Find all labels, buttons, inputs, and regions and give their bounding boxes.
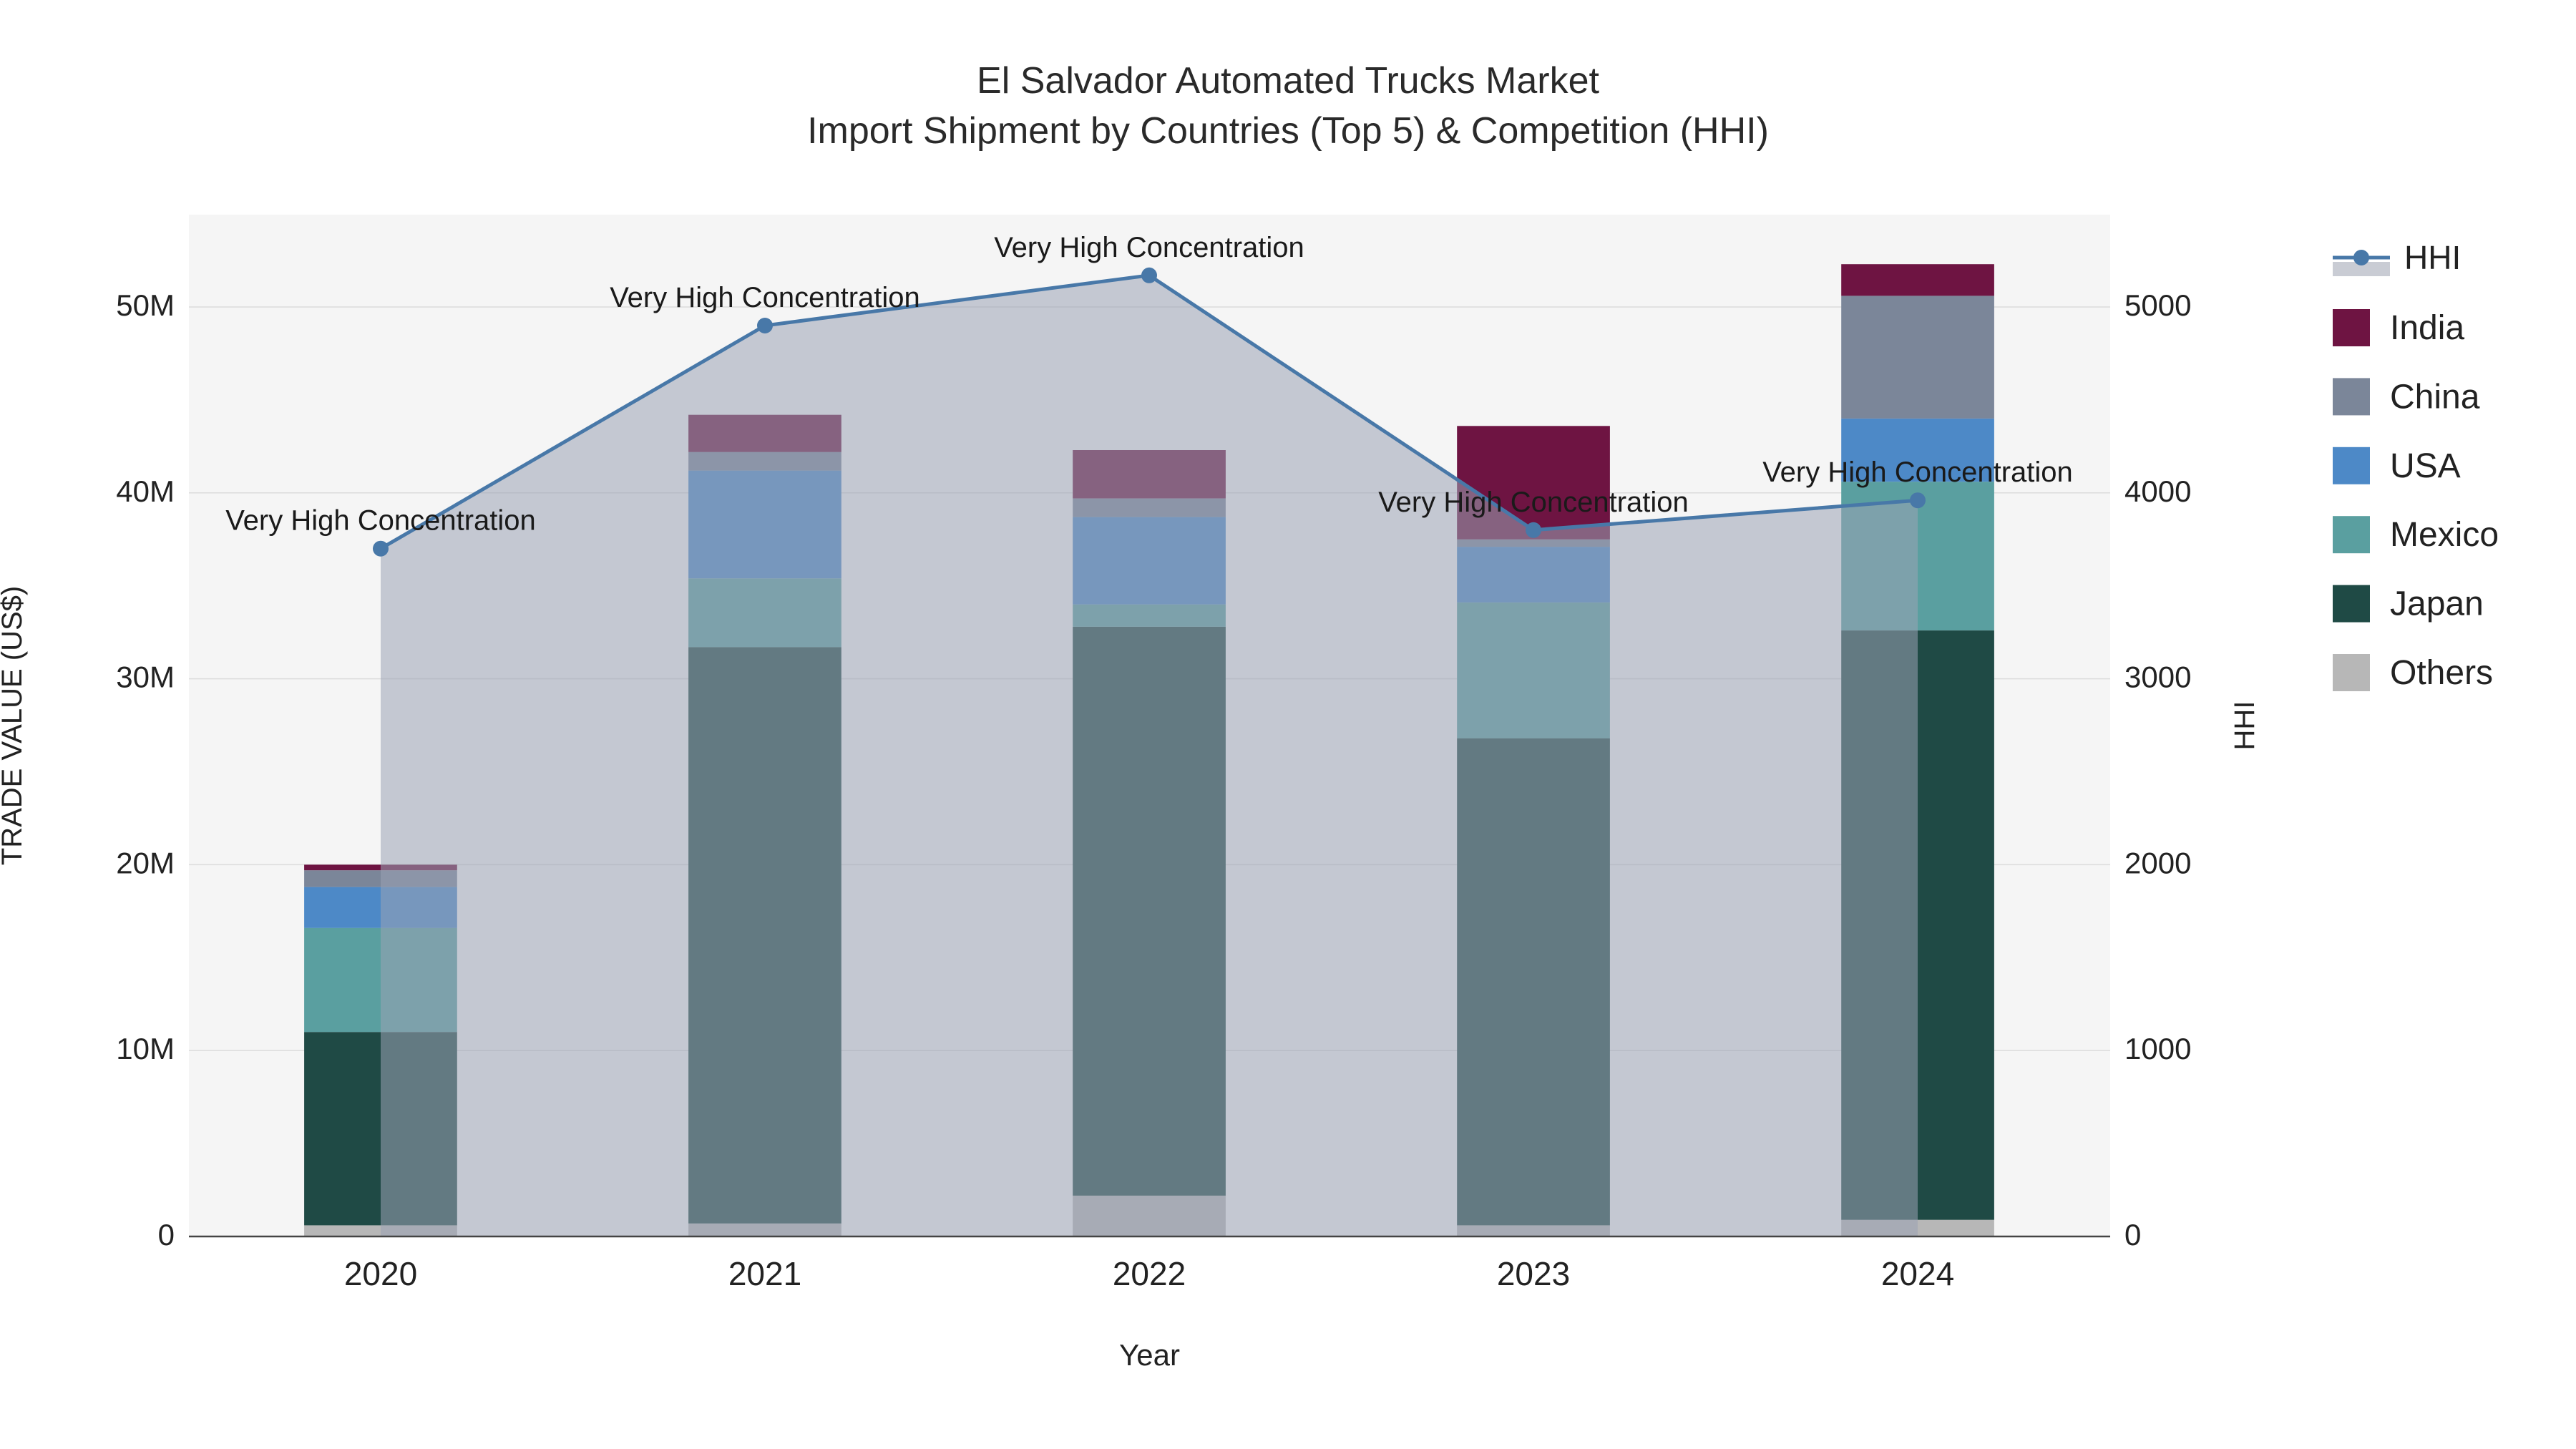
svg-text:HHI: HHI [2404,239,2461,276]
svg-text:0: 0 [158,1218,175,1252]
svg-text:1000: 1000 [2124,1032,2191,1065]
svg-text:USA: USA [2390,447,2461,485]
svg-text:20M: 20M [116,846,175,879]
svg-text:TRADE VALUE (US$): TRADE VALUE (US$) [0,586,28,865]
svg-text:HHI: HHI [2229,701,2260,751]
svg-text:5000: 5000 [2124,288,2191,322]
svg-text:Mexico: Mexico [2390,516,2499,554]
svg-text:2000: 2000 [2124,846,2191,879]
svg-text:0: 0 [2124,1218,2141,1252]
svg-text:10M: 10M [116,1032,175,1065]
svg-text:Year: Year [1119,1338,1180,1372]
svg-text:30M: 30M [116,660,175,694]
svg-text:Others: Others [2390,654,2493,692]
svg-text:50M: 50M [116,288,175,322]
svg-text:2024: 2024 [1881,1255,1954,1292]
svg-text:2023: 2023 [1497,1255,1570,1292]
svg-text:Very High Concentration: Very High Concentration [994,232,1304,263]
svg-text:2022: 2022 [1113,1255,1186,1292]
svg-text:2021: 2021 [728,1255,801,1292]
svg-text:40M: 40M [116,474,175,508]
svg-text:Very High Concentration: Very High Concentration [1762,457,2073,488]
svg-text:Very High Concentration: Very High Concentration [225,505,536,537]
svg-text:Very High Concentration: Very High Concentration [610,282,920,313]
svg-text:China: China [2390,378,2480,416]
svg-text:India: India [2390,309,2464,347]
svg-text:2020: 2020 [344,1255,417,1292]
svg-text:Very High Concentration: Very High Concentration [1378,487,1689,518]
svg-text:4000: 4000 [2124,474,2191,508]
svg-text:Japan: Japan [2390,585,2484,623]
svg-text:3000: 3000 [2124,660,2191,694]
